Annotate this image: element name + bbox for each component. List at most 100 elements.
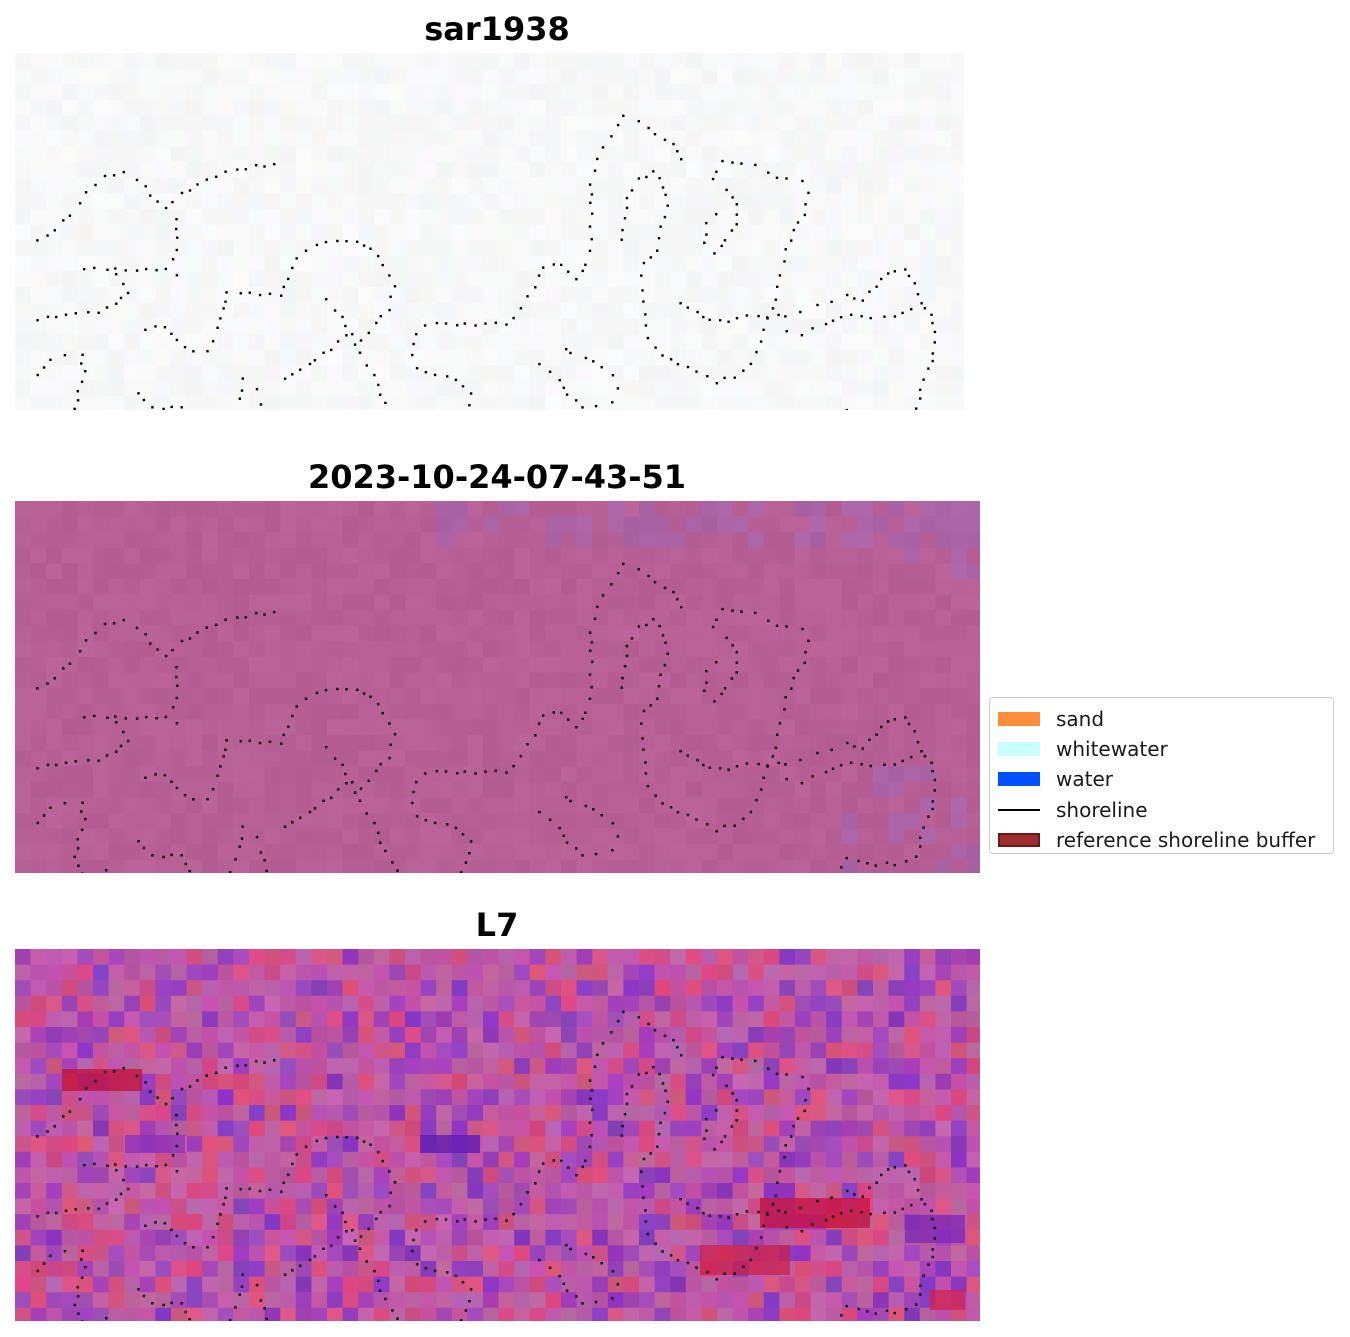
shoreline-dot	[384, 1297, 387, 1301]
shoreline-dot	[581, 1165, 584, 1169]
shoreline-dot	[590, 686, 593, 689]
shoreline-dot	[87, 759, 90, 762]
shoreline-dot	[105, 306, 109, 309]
shoreline-dot	[669, 358, 673, 361]
shoreline-dot	[702, 763, 705, 767]
shoreline-dot	[240, 389, 244, 392]
shoreline-dot	[144, 1224, 147, 1227]
shoreline-dot	[649, 704, 652, 707]
shoreline-dot	[164, 267, 167, 271]
shoreline-dot	[80, 380, 84, 383]
shoreline-dot	[393, 1181, 397, 1184]
shoreline-dot	[762, 776, 765, 779]
shoreline-dot	[63, 802, 67, 805]
shoreline-dot	[850, 313, 853, 316]
shoreline-dot	[721, 159, 724, 163]
shoreline-dot	[757, 762, 760, 766]
shoreline-dot	[676, 811, 680, 814]
shoreline-dot	[156, 648, 159, 651]
shoreline-dot	[222, 307, 225, 310]
shoreline-dot	[87, 1207, 90, 1210]
shoreline-dot	[142, 398, 146, 402]
shoreline-dot	[188, 637, 192, 640]
shoreline-dot	[644, 324, 648, 327]
shoreline-dot	[97, 311, 100, 314]
shoreline-dot	[36, 1135, 39, 1138]
shoreline-dot	[705, 221, 708, 225]
shoreline-dot	[446, 1271, 449, 1274]
shoreline-dot	[715, 1109, 718, 1112]
shoreline-dot	[645, 623, 648, 627]
shoreline-dot	[560, 711, 563, 715]
shoreline-dot	[162, 855, 165, 859]
shoreline-dot	[601, 1042, 605, 1045]
shoreline-dot	[433, 821, 437, 825]
shoreline-dot	[464, 861, 468, 864]
shoreline-dot	[454, 826, 458, 829]
shoreline-dot	[616, 387, 620, 390]
shoreline-dot	[919, 845, 922, 848]
shoreline-dot	[373, 821, 376, 825]
shoreline-dot	[377, 831, 380, 835]
shoreline-dot	[358, 1247, 362, 1250]
shoreline-dot	[880, 1173, 883, 1177]
shoreline-dot	[433, 373, 437, 377]
shoreline-dot	[727, 1216, 730, 1219]
shoreline-dot	[76, 399, 80, 402]
shoreline-dot	[258, 741, 262, 745]
shoreline-dot	[84, 1087, 88, 1090]
shoreline-dot	[907, 722, 911, 726]
shoreline-dot	[778, 722, 782, 725]
shoreline-dot	[494, 769, 497, 772]
shoreline-dot	[216, 1222, 219, 1225]
shoreline-dot	[757, 314, 760, 318]
shoreline-dot	[869, 316, 872, 320]
shoreline-dot	[175, 696, 178, 700]
shoreline-dot	[211, 340, 215, 343]
shoreline-dot	[766, 1212, 769, 1215]
shoreline-dot	[796, 669, 800, 672]
shoreline-dot	[653, 133, 657, 136]
shoreline-dot	[569, 351, 572, 355]
shoreline-dot	[206, 350, 209, 353]
shoreline-dot	[657, 685, 661, 688]
shoreline-dot	[359, 787, 363, 790]
shoreline-dot	[661, 186, 665, 189]
shoreline-dot	[565, 1244, 568, 1247]
shoreline-dot	[875, 285, 878, 288]
shoreline-dot	[537, 722, 541, 725]
shoreline-dot	[575, 278, 578, 281]
shoreline-dot	[642, 748, 645, 751]
shoreline-dot	[702, 315, 705, 319]
shoreline-dot	[860, 763, 863, 766]
shoreline-dot	[415, 1229, 418, 1232]
shoreline-dot	[927, 1263, 930, 1266]
shoreline-dot	[657, 1133, 661, 1136]
shoreline-dot	[860, 315, 863, 318]
shoreline-dot	[74, 312, 77, 315]
shoreline-dot	[916, 293, 920, 296]
shoreline-dot	[893, 1166, 896, 1169]
shoreline-dot	[124, 717, 127, 720]
shoreline-dot	[799, 1206, 802, 1210]
shoreline-dot	[369, 247, 372, 250]
shoreline-dot	[616, 835, 620, 838]
shoreline-dot	[219, 1213, 222, 1216]
shoreline-dot	[268, 740, 272, 743]
shoreline-dot	[135, 717, 139, 720]
shoreline-dot	[313, 359, 317, 362]
shoreline-dot	[542, 266, 545, 269]
shoreline-dot	[236, 168, 239, 171]
shoreline-dot	[154, 325, 157, 328]
shoreline-dot	[84, 370, 87, 373]
shoreline-dot	[162, 407, 165, 410]
shoreline-dot	[735, 1119, 738, 1122]
shoreline-dot	[784, 248, 787, 251]
shoreline-dot	[205, 1074, 208, 1077]
shoreline-dot	[625, 654, 629, 658]
shoreline-dot	[80, 1276, 84, 1279]
shoreline-dot	[259, 851, 263, 854]
shoreline-dot	[883, 763, 886, 766]
shoreline-dot	[581, 406, 584, 409]
shoreline-dot	[287, 725, 290, 729]
